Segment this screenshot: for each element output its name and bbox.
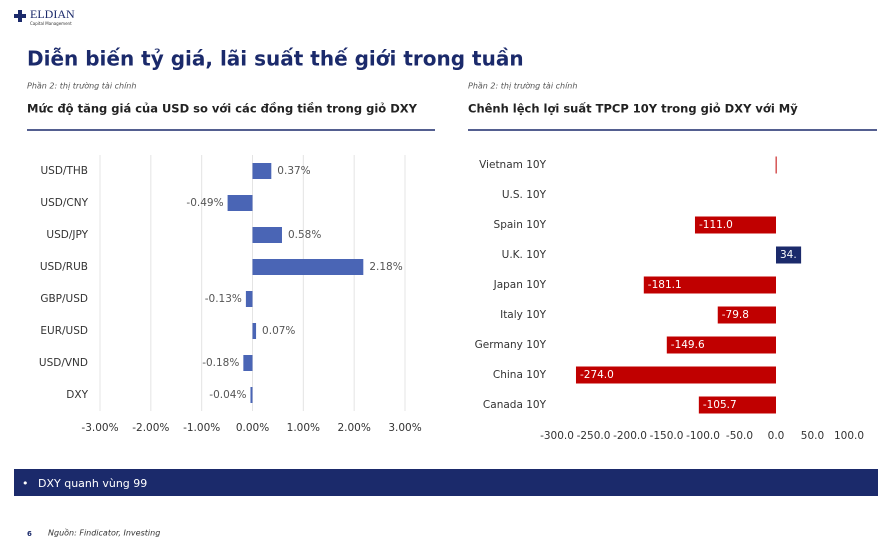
x-tick-label: 0.0 [768, 430, 785, 442]
x-tick-label: 3.00% [388, 422, 421, 434]
category-label: Germany 10Y [475, 339, 547, 351]
logo: ELDIAN Capital Management [14, 7, 75, 26]
value-label: -274.0 [580, 369, 614, 381]
logo-text: ELDIAN [30, 7, 75, 21]
source: Nguồn: Findicator, Investing [48, 528, 160, 538]
x-tick-label: -2.00% [132, 422, 169, 434]
x-tick-label: -50.0 [726, 430, 753, 442]
x-tick-label: -100.0 [686, 430, 720, 442]
chart-title: Mức độ tăng giá của USD so với các đồng … [27, 102, 418, 116]
subtitle: Phần 2: thị trường tài chính [27, 81, 136, 91]
bar [252, 323, 257, 339]
value-label: 0.07% [262, 325, 295, 337]
value-label: 0.37% [277, 165, 310, 177]
category-label: Spain 10Y [494, 219, 547, 231]
value-label: -0.49% [186, 197, 223, 209]
x-tick-label: 2.00% [337, 422, 370, 434]
x-tick-label: -150.0 [650, 430, 684, 442]
value-label: -111.0 [699, 219, 733, 231]
value-label: 2.18% [369, 261, 402, 273]
banner [14, 469, 878, 496]
category-label: EUR/USD [40, 325, 88, 337]
value-label: 0.58% [288, 229, 321, 241]
page-title: Diễn biến tỷ giá, lãi suất thế giới tron… [27, 47, 524, 71]
value-label: 34. [780, 249, 797, 261]
x-tick-label: -300.0 [540, 430, 574, 442]
bar [250, 387, 253, 403]
bar [776, 246, 802, 264]
value-label: -181.1 [648, 279, 682, 291]
bar [227, 195, 253, 211]
value-label: -149.6 [671, 339, 705, 351]
category-label: USD/RUB [40, 261, 88, 273]
x-tick-label: -250.0 [577, 430, 611, 442]
bar [717, 306, 776, 324]
bar [666, 336, 776, 354]
value-label: -0.13% [205, 293, 242, 305]
x-tick-label: 0.00% [236, 422, 269, 434]
category-label: Japan 10Y [493, 279, 547, 291]
banner-text: DXY quanh vùng 99 [38, 477, 147, 490]
bar [643, 276, 776, 294]
bar [245, 291, 253, 307]
x-tick-label: 50.0 [801, 430, 824, 442]
value-label: -0.04% [209, 389, 246, 401]
bar [698, 396, 776, 414]
page-number: 6 [27, 530, 32, 538]
category-label: GBP/USD [40, 293, 88, 305]
category-label: USD/VND [39, 357, 88, 369]
category-label: U.S. 10Y [502, 189, 547, 201]
category-label: USD/JPY [46, 229, 88, 241]
value-label: -0.18% [202, 357, 239, 369]
x-tick-label: 100.0 [834, 430, 864, 442]
category-label: China 10Y [493, 369, 547, 381]
value-label: -105.7 [703, 399, 737, 411]
category-label: Italy 10Y [500, 309, 546, 321]
chart-title: Chênh lệch lợi suất TPCP 10Y trong giỏ D… [468, 102, 798, 116]
logo-sub: Capital Management [30, 21, 72, 26]
bar [243, 355, 253, 371]
bullet: • [22, 477, 29, 490]
x-tick-label: -1.00% [183, 422, 220, 434]
bar [252, 163, 272, 179]
bar [252, 227, 282, 243]
value-label: -79.8 [722, 309, 749, 321]
bar [775, 156, 777, 174]
category-label: Canada 10Y [483, 399, 547, 411]
category-label: Vietnam 10Y [479, 159, 546, 171]
bar [575, 366, 776, 384]
x-tick-label: -200.0 [613, 430, 647, 442]
subtitle: Phần 2: thị trường tài chính [468, 81, 577, 91]
category-label: U.K. 10Y [502, 249, 547, 261]
x-tick-label: 1.00% [287, 422, 320, 434]
bar [252, 259, 364, 275]
x-tick-label: -3.00% [81, 422, 118, 434]
category-label: USD/CNY [40, 197, 88, 209]
category-label: USD/THB [41, 165, 89, 177]
bar [694, 216, 776, 234]
category-label: DXY [66, 389, 88, 401]
